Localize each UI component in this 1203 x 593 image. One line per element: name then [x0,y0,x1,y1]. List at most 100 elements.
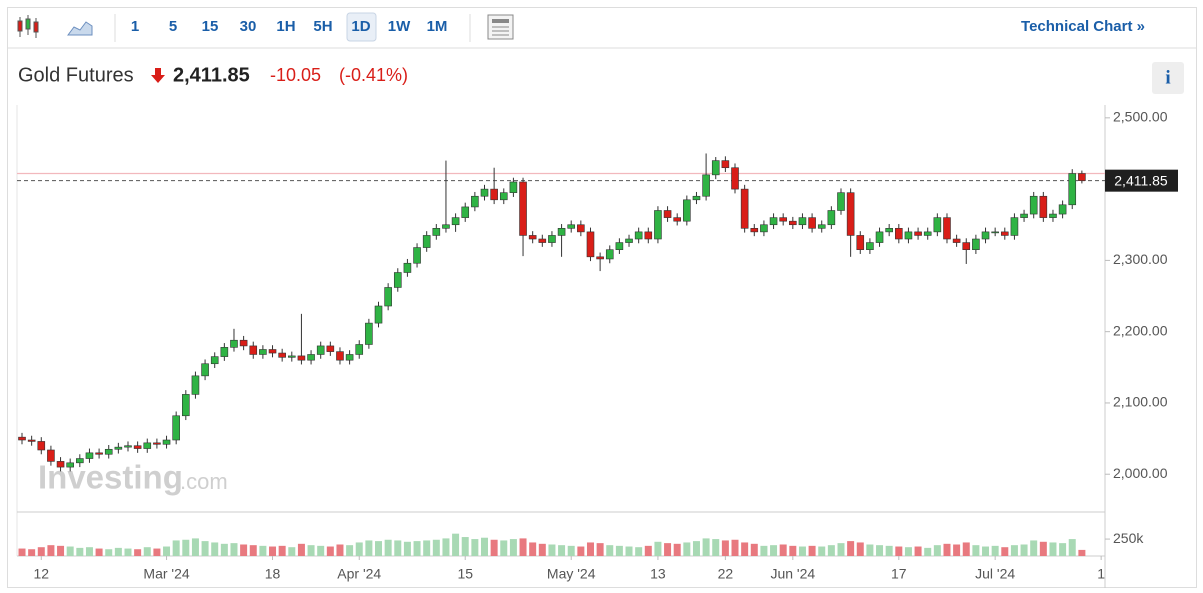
candle-body [596,256,604,260]
candle-body [47,449,55,462]
volume-bar [1030,540,1038,556]
price: 2,411.85 [173,64,250,86]
volume-bar [721,540,729,556]
candle-body [692,195,701,201]
candle-body [875,231,884,243]
info-icon[interactable]: i [1165,67,1170,88]
candle-body [37,441,46,451]
interval-button[interactable]: 5 [169,18,177,35]
volume-bar [953,544,961,556]
interval-button[interactable]: 1 [131,18,139,35]
candle-body [798,217,807,226]
candle-body [490,188,498,201]
candle-body [548,235,556,243]
candle-body [153,442,161,445]
area-icon[interactable] [67,21,93,36]
candle-body [432,228,441,236]
candle-body [769,217,778,226]
layout-icon[interactable] [487,14,514,40]
volume-bar [847,541,855,556]
volume-bar [230,543,238,556]
volume-bar [211,542,219,556]
candle-body [789,220,797,226]
info-button[interactable] [1152,62,1184,94]
technical-chart-link[interactable]: Technical Chart » [1021,18,1145,35]
vol-y-tick-label: 250k [1113,530,1144,546]
volume-bar [346,545,354,556]
watermark-suffix: .com [180,469,228,494]
candle-body [76,458,84,464]
candle-body [605,249,614,260]
volume-bar [269,546,277,556]
volume-bar [933,545,941,556]
candle-body [172,415,180,441]
interval-button[interactable]: 5H [313,18,332,35]
volume-bar [904,547,912,556]
x-tick-label: 18 [265,566,281,582]
volume-bar [1059,543,1067,556]
candle-body [943,217,951,240]
candle-body [355,344,364,355]
candle-body [750,228,759,233]
interval-button[interactable]: 1M [427,18,448,35]
candle-body [66,462,74,468]
interval-button[interactable]: 1W [388,18,411,35]
volume-bar [943,543,951,556]
candle-body [56,461,65,468]
volume-bar [288,547,296,556]
interval-button[interactable]: 1H [276,18,295,35]
volume-bar [153,548,161,556]
volume-bar [635,547,643,556]
volume-bar [1078,549,1086,556]
volume-bar [866,544,874,556]
candle-body [519,181,527,236]
volume-bar [885,545,893,556]
volume-bar [1020,544,1028,556]
volume-bar [403,541,411,556]
volume-bar [596,543,604,556]
interval-button[interactable]: 30 [240,18,257,35]
volume-bar [1010,545,1018,556]
candle-body [981,231,990,240]
candle-body [191,375,200,395]
volume-bar [57,545,65,556]
down-arrow [151,68,165,83]
volume-bar [47,545,55,556]
instrument-name: Gold Futures [18,64,134,86]
candle-body [673,217,681,222]
candle-body [923,231,932,236]
volume-bar [37,547,45,556]
volume-bar [66,546,74,556]
volume-bar [326,546,334,556]
y-tick-label: 2,000.00 [1113,465,1168,481]
candle-body [471,195,479,208]
candle-icon[interactable] [17,15,39,38]
change-percent: (-0.41%) [339,65,408,85]
candle-body [1068,173,1077,206]
volume-bar [471,539,479,556]
volume-bar [1049,542,1057,556]
volume-bar [876,545,884,556]
candle-body [1029,195,1038,215]
volume-bar [413,541,421,556]
frame [7,7,1197,588]
candle-body [1078,173,1086,181]
volume-bar [442,538,450,556]
candle-body [278,352,286,358]
volume-bar [220,543,228,556]
candle-body [326,345,335,352]
candle-body [133,445,142,449]
candle-body [866,242,874,250]
volume-bar [124,548,132,556]
x-tick-label: 1 [1097,566,1105,582]
candle-body [904,231,913,240]
x-tick-label: Jul '24 [975,566,1015,582]
candle-body [365,322,373,345]
interval-button[interactable]: 1D [351,18,370,35]
interval-button[interactable]: 15 [202,18,219,35]
volume-bar [615,545,623,556]
candle-body [683,199,691,222]
volume-bar [770,545,778,556]
candle-body [1039,195,1048,218]
candle-body [914,231,922,236]
